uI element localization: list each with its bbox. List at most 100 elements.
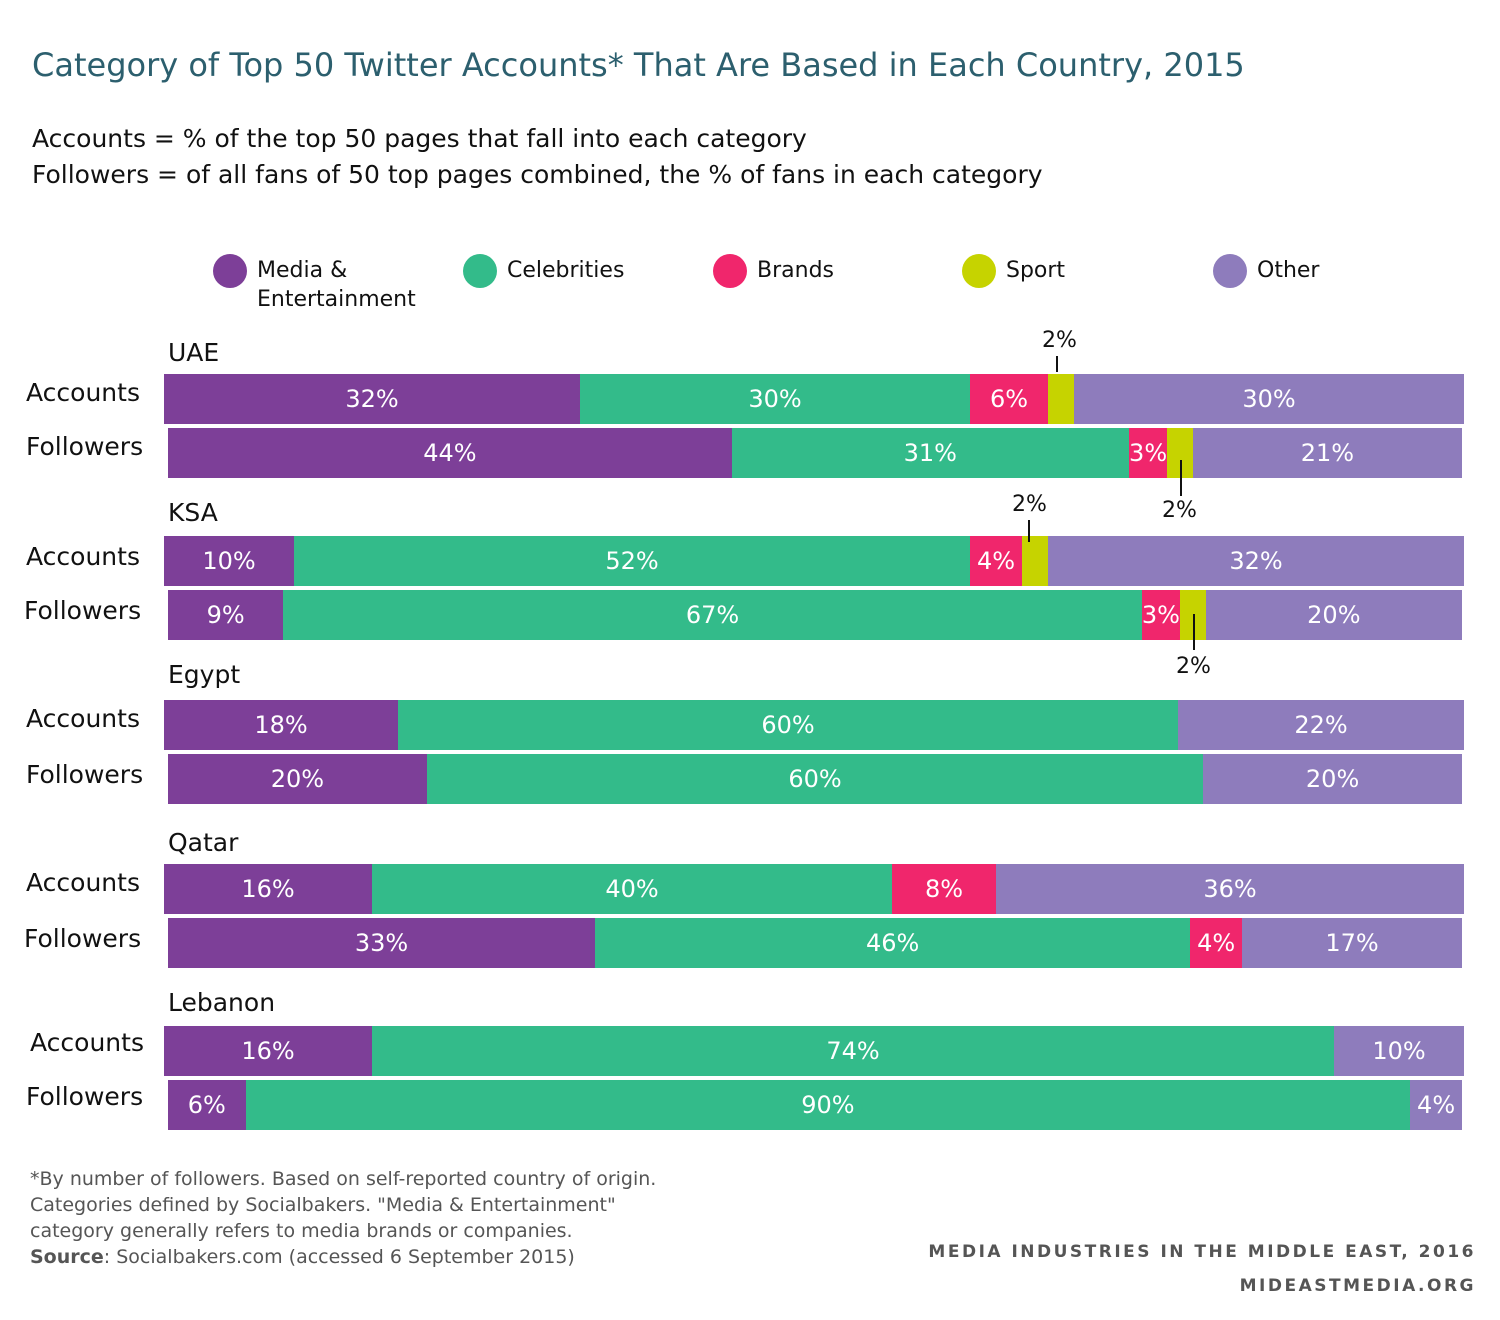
source-label: Source — [30, 1246, 104, 1268]
bar-segment-lebanon-accounts-celebrities: 74% — [372, 1026, 1334, 1076]
callout-uae-accounts-sport: 2% — [1042, 328, 1077, 353]
bar-segment-qatar-accounts-media: 16% — [164, 864, 372, 914]
row-label-qatar-accounts: Accounts — [26, 868, 140, 897]
legend-swatch-media — [213, 254, 247, 288]
bar-uae-accounts: 32% 30% 6% 30% — [164, 374, 1464, 424]
data-label-uae-accounts-brands: 6% — [989, 385, 1029, 413]
bar-segment-ksa-followers-sport — [1180, 590, 1206, 640]
bar-segment-lebanon-accounts-media: 16% — [164, 1026, 372, 1076]
legend-swatch-celebrities — [463, 254, 497, 288]
country-label-egypt: Egypt — [168, 660, 241, 689]
data-label-egypt-accounts-other: 22% — [1294, 711, 1348, 739]
legend-swatch-sport — [962, 254, 996, 288]
data-label-qatar-followers-brands: 4% — [1197, 929, 1236, 957]
bar-segment-uae-followers-media: 44% — [168, 428, 732, 478]
row-label-lebanon-accounts: Accounts — [30, 1028, 144, 1057]
data-label-egypt-accounts-media: 18% — [254, 711, 308, 739]
bar-ksa-followers: 9% 67% 3% 20% — [168, 590, 1462, 640]
callout-ksa-accounts-sport: 2% — [1012, 492, 1047, 517]
data-label-lebanon-accounts-celebrities: 74% — [826, 1037, 880, 1065]
bar-egypt-followers: 20% 60% 20% — [168, 754, 1462, 804]
bar-segment-ksa-accounts-media: 10% — [164, 536, 294, 586]
bar-segment-ksa-followers-celebrities: 67% — [283, 590, 1142, 640]
data-label-uae-followers-celebrities: 31% — [903, 439, 957, 467]
bar-segment-ksa-accounts-celebrities: 52% — [294, 536, 970, 586]
bar-segment-egypt-accounts-other: 22% — [1178, 700, 1464, 750]
credit-website: MIDEASTMEDIA.ORG — [1239, 1276, 1476, 1296]
row-label-lebanon-followers: Followers — [26, 1082, 144, 1111]
data-label-qatar-followers-other: 17% — [1325, 929, 1379, 957]
data-label-lebanon-followers-other: 4% — [1417, 1091, 1456, 1119]
callout-ksa-followers-sport: 2% — [1176, 654, 1211, 679]
data-label-lebanon-followers-celebrities: 90% — [801, 1091, 855, 1119]
row-label-ksa-accounts: Accounts — [26, 542, 140, 571]
bar-segment-qatar-followers-celebrities: 46% — [595, 918, 1191, 968]
legend-label-celebrities: Celebrities — [507, 258, 625, 283]
bar-segment-ksa-followers-media: 9% — [168, 590, 284, 640]
bar-segment-uae-accounts-sport — [1048, 374, 1074, 424]
legend-item-media: Media & Entertainment — [213, 254, 437, 314]
data-label-qatar-accounts-other: 36% — [1203, 875, 1257, 903]
bar-segment-egypt-accounts-media: 18% — [164, 700, 398, 750]
subtitle-line-followers: Followers = of all fans of 50 top pages … — [32, 160, 1043, 189]
callout-line-uae-followers — [1180, 460, 1182, 496]
subtitle-line-accounts: Accounts = % of the top 50 pages that fa… — [32, 124, 807, 153]
bar-uae-followers: 44% 31% 3% 21% — [168, 428, 1462, 478]
bar-segment-uae-accounts-media: 32% — [164, 374, 580, 424]
footnote-line-1: *By number of followers. Based on self-r… — [30, 1168, 657, 1190]
legend-item-brands: Brands — [713, 254, 834, 288]
bar-segment-qatar-followers-other: 17% — [1242, 918, 1462, 968]
data-label-ksa-accounts-media: 10% — [202, 547, 256, 575]
row-label-egypt-followers: Followers — [26, 760, 144, 789]
data-label-qatar-accounts-celebrities: 40% — [605, 875, 659, 903]
country-label-qatar: Qatar — [168, 828, 239, 857]
bar-segment-lebanon-followers-media: 6% — [168, 1080, 246, 1130]
bar-segment-qatar-accounts-other: 36% — [996, 864, 1464, 914]
data-label-qatar-accounts-media: 16% — [241, 875, 295, 903]
data-label-egypt-followers-other: 20% — [1305, 765, 1360, 793]
data-label-lebanon-accounts-other: 10% — [1372, 1037, 1426, 1065]
footnote-line-2: Categories defined by Socialbakers. "Med… — [30, 1194, 616, 1216]
footnote-line-3: category generally refers to media brand… — [30, 1220, 573, 1242]
bar-segment-lebanon-followers-other: 4% — [1410, 1080, 1462, 1130]
legend-item-other: Other — [1213, 254, 1319, 288]
data-label-lebanon-accounts-media: 16% — [241, 1037, 295, 1065]
legend-swatch-other — [1213, 254, 1247, 288]
legend-label-brands: Brands — [757, 258, 834, 283]
bar-egypt-accounts: 18% 60% 22% — [164, 700, 1464, 750]
bar-qatar-accounts: 16% 40% 8% 36% — [164, 864, 1464, 914]
callout-line-uae-accounts — [1056, 356, 1058, 372]
data-label-ksa-followers-media: 9% — [206, 601, 245, 629]
bar-segment-lebanon-accounts-other: 10% — [1334, 1026, 1464, 1076]
bar-lebanon-accounts: 16% 74% 10% — [164, 1026, 1464, 1076]
source-text: : Socialbakers.com (accessed 6 September… — [103, 1246, 575, 1268]
bar-segment-ksa-accounts-brands: 4% — [970, 536, 1022, 586]
bar-segment-egypt-accounts-celebrities: 60% — [398, 700, 1178, 750]
row-label-uae-followers: Followers — [26, 432, 144, 461]
data-label-qatar-accounts-brands: 8% — [924, 875, 964, 903]
legend-label-other: Other — [1257, 258, 1320, 283]
legend-item-celebrities: Celebrities — [463, 254, 624, 288]
data-label-egypt-followers-celebrities: 60% — [788, 765, 842, 793]
legend-label-media: Media & Entertainment — [257, 258, 416, 312]
data-label-ksa-followers-brands: 3% — [1141, 601, 1180, 629]
footnote-source: Source: Socialbakers.com (accessed 6 Sep… — [30, 1244, 656, 1270]
bar-segment-lebanon-followers-celebrities: 90% — [245, 1080, 1411, 1130]
data-label-qatar-followers-media: 33% — [354, 929, 409, 957]
bar-segment-ksa-accounts-other: 32% — [1048, 536, 1464, 586]
callout-line-ksa-accounts — [1028, 520, 1030, 542]
row-label-egypt-accounts: Accounts — [26, 704, 140, 733]
bar-qatar-followers: 33% 46% 4% 17% — [168, 918, 1462, 968]
data-label-lebanon-followers-media: 6% — [187, 1091, 226, 1119]
country-label-uae: UAE — [168, 338, 220, 367]
data-label-uae-accounts-other: 30% — [1242, 385, 1296, 413]
bar-segment-qatar-followers-media: 33% — [168, 918, 596, 968]
bar-ksa-accounts: 10% 52% 4% 32% — [164, 536, 1464, 586]
data-label-ksa-followers-celebrities: 67% — [685, 601, 740, 629]
bar-segment-ksa-accounts-sport — [1022, 536, 1048, 586]
data-label-uae-accounts-celebrities: 30% — [748, 385, 802, 413]
country-label-ksa: KSA — [168, 498, 218, 527]
data-label-uae-followers-media: 44% — [423, 439, 477, 467]
callout-line-ksa-followers — [1193, 614, 1195, 650]
legend-item-sport: Sport — [962, 254, 1065, 288]
